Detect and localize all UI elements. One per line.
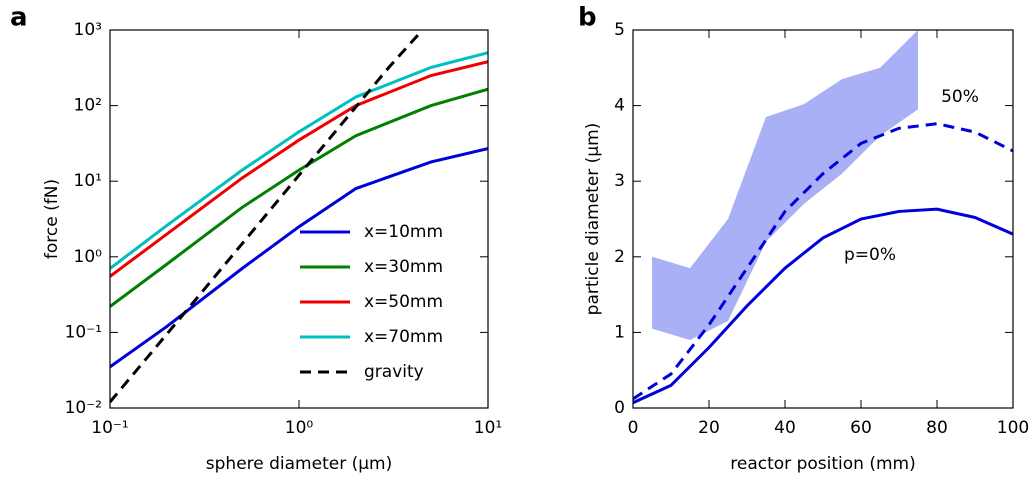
x-tick-label: 40 bbox=[774, 418, 796, 438]
y-axis-label: particle diameter (μm) bbox=[583, 123, 603, 316]
legend-label: gravity bbox=[364, 362, 424, 382]
legend-label: x=30mm bbox=[364, 257, 443, 277]
series-annotation: 50% bbox=[941, 87, 979, 107]
x-tick-label: 10¹ bbox=[474, 418, 502, 438]
axes-frame bbox=[632, 29, 1014, 409]
series-line bbox=[110, 30, 424, 403]
x-axis-label: reactor position (mm) bbox=[730, 454, 915, 474]
x-tick-label: 0 bbox=[628, 418, 639, 438]
legend-label: x=10mm bbox=[364, 222, 443, 242]
x-tick-label: 60 bbox=[850, 418, 872, 438]
plot-area bbox=[633, 30, 1013, 405]
x-tick-label: 10⁻¹ bbox=[91, 418, 128, 438]
y-tick-label: 5 bbox=[614, 20, 625, 40]
y-tick-label: 10⁰ bbox=[74, 247, 103, 267]
series-line bbox=[633, 207, 1013, 405]
series-line bbox=[110, 147, 488, 369]
y-tick-label: 0 bbox=[614, 398, 625, 418]
y-tick-label: 2 bbox=[614, 247, 625, 267]
y-tick-label: 10⁻¹ bbox=[65, 322, 102, 342]
x-tick-label: 10⁰ bbox=[285, 418, 314, 438]
y-tick-label: 3 bbox=[614, 171, 625, 191]
x-tick-label: 80 bbox=[926, 418, 948, 438]
x-tick-label: 20 bbox=[698, 418, 720, 438]
y-tick-label: 1 bbox=[614, 322, 625, 342]
panel-label: b bbox=[578, 3, 597, 33]
y-tick-label: 10² bbox=[74, 96, 102, 116]
y-tick-label: 10³ bbox=[74, 20, 102, 40]
series-line bbox=[110, 51, 488, 270]
y-tick-label: 4 bbox=[614, 96, 625, 116]
plot-area bbox=[110, 30, 488, 403]
x-tick-label: 100 bbox=[997, 418, 1029, 438]
legend-label: x=70mm bbox=[364, 327, 443, 347]
y-tick-label: 10⁻² bbox=[65, 398, 102, 418]
y-tick-label: 10¹ bbox=[74, 171, 102, 191]
panel-label: a bbox=[10, 3, 28, 33]
axes-frame bbox=[109, 29, 489, 409]
series-line bbox=[110, 60, 488, 278]
series-line bbox=[633, 122, 1013, 401]
x-axis-label: sphere diameter (μm) bbox=[206, 454, 392, 474]
series-line bbox=[110, 87, 488, 308]
band bbox=[652, 30, 918, 340]
legend-label: x=50mm bbox=[364, 292, 443, 312]
y-axis-label: force (fN) bbox=[42, 179, 62, 259]
series-annotation: p=0% bbox=[844, 245, 896, 265]
